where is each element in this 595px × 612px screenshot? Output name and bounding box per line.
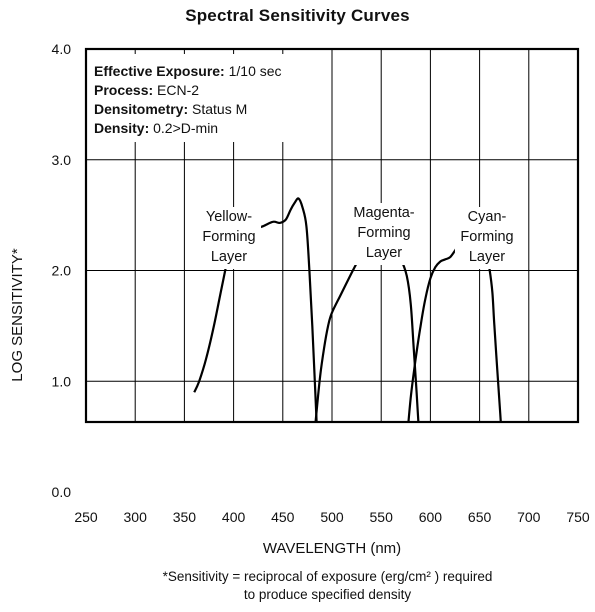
x-tick-label: 750 [566, 509, 590, 525]
series-labels: Yellow-FormingLayerMagenta-FormingLayerC… [196, 203, 520, 269]
x-tick-label: 250 [74, 509, 98, 525]
info-key: Density: [94, 120, 149, 136]
info-value: ECN-2 [153, 82, 199, 98]
footnote-line-1: *Sensitivity = reciprocal of exposure (e… [162, 569, 493, 584]
footnote: *Sensitivity = reciprocal of exposure (e… [0, 568, 595, 604]
series-label-line: Forming [357, 225, 410, 241]
series-label-line: Layer [211, 249, 247, 265]
x-tick-label: 500 [320, 509, 344, 525]
cyan-forming-label: Cyan- Forming Layer [454, 207, 520, 269]
info-line: Densitometry: Status M [94, 101, 247, 117]
info-key: Process: [94, 82, 153, 98]
label-background [196, 207, 262, 269]
footnote-line-2: to produce specified density [243, 587, 412, 602]
series-label-line: Magenta- [353, 205, 414, 221]
label-background [454, 207, 520, 269]
info-line: Density: 0.2>D-min [94, 120, 218, 136]
info-line: Effective Exposure: 1/10 sec [94, 63, 282, 79]
x-axis-label: WAVELENGTH (nm) [263, 540, 401, 557]
x-tick-label: 700 [517, 509, 541, 525]
y-axis-label: LOG SENSITIVITY* [9, 248, 26, 382]
x-tick-label: 600 [419, 509, 443, 525]
chart-title: Spectral Sensitivity Curves [185, 6, 410, 25]
x-tick-label: 350 [173, 509, 197, 525]
tick-labels: 250 300 350 400 450 500 550 600 650 700 750 0.0 1.0 2… [52, 41, 590, 525]
plot-frame [84, 47, 580, 424]
yellow-forming-curve [193, 197, 318, 422]
x-tick-label: 650 [468, 509, 492, 525]
label-background [347, 203, 421, 265]
series-label-line: Forming [202, 229, 255, 245]
y-tick-label: 2.0 [52, 263, 72, 279]
series-label-line: Layer [366, 245, 402, 261]
x-tick-label: 300 [124, 509, 148, 525]
series-label-line: Cyan- [468, 209, 507, 225]
exposure-info-box: Effective Exposure: 1/10 sec Process: ECN… [88, 54, 328, 142]
x-tick-label: 450 [271, 509, 295, 525]
y-tick-label: 1.0 [52, 373, 72, 389]
y-tick-label: 0.0 [52, 484, 72, 500]
info-key: Densitometry: [94, 101, 188, 117]
info-value: 1/10 sec [225, 63, 282, 79]
info-key: Effective Exposure: [94, 63, 225, 79]
series-label-line: Layer [469, 249, 505, 265]
series-label-line: Yellow- [206, 209, 252, 225]
info-background [88, 54, 328, 142]
info-line: Process: ECN-2 [94, 82, 199, 98]
yellow-forming-label: Yellow- Forming Layer [196, 207, 262, 269]
x-tick-label: 400 [222, 509, 246, 525]
magenta-forming-label: Magenta- Forming Layer [347, 203, 421, 265]
x-tick-label: 550 [370, 509, 394, 525]
y-tick-label: 4.0 [52, 41, 72, 57]
series-label-line: Forming [460, 229, 513, 245]
y-tick-label: 3.0 [52, 152, 72, 168]
info-value: Status M [188, 101, 247, 117]
info-value: 0.2>D-min [149, 120, 218, 136]
